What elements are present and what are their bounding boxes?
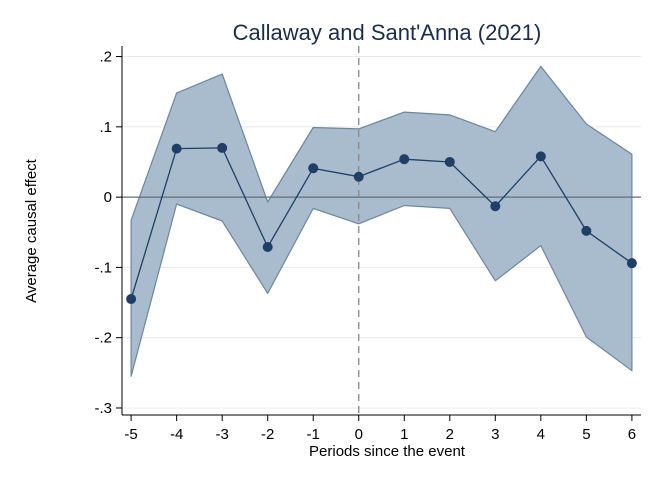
x-tick-label-7: 2: [446, 426, 454, 443]
x-tick-labels: -5 -4 -3 -2 -1 0 1 2 3 4 5 6: [124, 426, 636, 443]
y-tick-label-5: .2: [99, 49, 112, 66]
x-tick-label-8: 3: [491, 426, 499, 443]
data-point-5: [353, 171, 364, 182]
x-tick-label-3: -2: [261, 426, 274, 443]
data-point-8: [490, 201, 501, 212]
x-axis-label: Periods since the event: [309, 443, 466, 460]
x-tick-label-0: -5: [124, 426, 137, 443]
y-tick-label-3: 0: [104, 189, 112, 206]
series-line: [130, 147, 633, 300]
y-tick-label-2: -.1: [94, 259, 112, 276]
x-tick-label-9: 4: [537, 426, 545, 443]
y-tick-label-4: .1: [99, 119, 112, 136]
data-point-6: [399, 154, 410, 165]
x-tick-label-1: -4: [170, 426, 183, 443]
data-point-1: [171, 143, 182, 154]
data-point-7: [444, 156, 455, 167]
data-point-2: [217, 142, 228, 153]
confidence-band: [130, 65, 633, 377]
data-point-10: [581, 225, 592, 236]
data-point-9: [535, 151, 546, 162]
y-axis-label: Average causal effect: [23, 158, 40, 303]
x-tick-label-11: 6: [628, 426, 636, 443]
y-tick-labels: -.3 -.2 -.1 0 .1 .2: [94, 49, 112, 417]
x-tick-label-5: 0: [355, 426, 363, 443]
data-point-11: [626, 258, 637, 269]
x-tick-label-4: -1: [307, 426, 320, 443]
data-point-3: [262, 242, 273, 253]
chart-title: Callaway and Sant'Anna (2021): [233, 20, 542, 45]
x-tick-label-6: 1: [400, 426, 408, 443]
data-point-4: [308, 163, 319, 174]
x-tick-label-10: 5: [582, 426, 590, 443]
y-tick-label-0: -.3: [94, 400, 112, 417]
axes: [116, 46, 641, 421]
data-point-0: [126, 294, 137, 305]
confidence-band-area: [130, 65, 633, 377]
data-points: [126, 142, 637, 305]
estimate-line: [130, 147, 633, 300]
y-tick-label-1: -.2: [94, 330, 112, 347]
reference-lines: [122, 46, 641, 415]
x-tick-label-2: -3: [215, 426, 228, 443]
